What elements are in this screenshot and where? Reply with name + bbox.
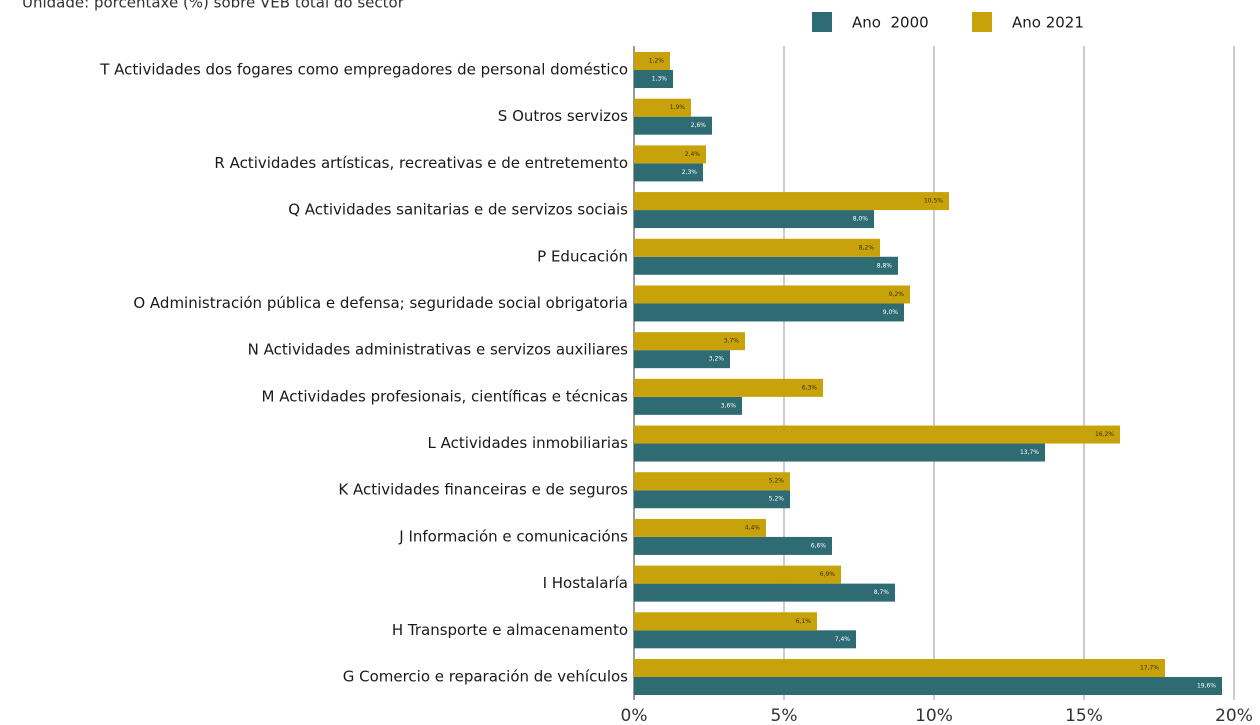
value-label: 8,7%: [874, 589, 890, 596]
value-label: 13,7%: [1020, 449, 1039, 456]
value-label: 10,5%: [924, 198, 943, 205]
value-label: 9,2%: [889, 291, 905, 298]
bar: [634, 536, 832, 555]
value-label: 7,4%: [835, 636, 851, 643]
bar: [634, 565, 841, 584]
value-label: 2,6%: [691, 122, 707, 129]
bar: [634, 332, 745, 351]
bar: [634, 443, 1045, 462]
bar: [634, 116, 712, 135]
x-tick-label: 10%: [915, 706, 953, 725]
bar: [634, 285, 910, 304]
value-label: 3,6%: [721, 402, 737, 409]
bar: [634, 98, 691, 117]
bar: [634, 145, 706, 164]
legend-swatch: [812, 12, 832, 32]
value-label: 1,9%: [670, 104, 686, 111]
value-label: 2,4%: [685, 151, 701, 158]
value-label: 6,9%: [820, 571, 836, 578]
y-tick-label: J Información e comunicacións: [398, 527, 628, 545]
value-label: 17,7%: [1140, 665, 1159, 672]
value-label: 1,3%: [652, 76, 668, 83]
bar: [634, 378, 823, 397]
value-label: 5,2%: [769, 496, 785, 503]
x-tick-label: 0%: [621, 706, 648, 725]
value-label: 8,0%: [853, 216, 869, 223]
value-label: 3,2%: [709, 356, 725, 363]
value-label: 8,8%: [877, 262, 893, 269]
y-tick-label: T Actividades dos fogares como empregado…: [99, 61, 628, 79]
y-tick-label: L Actividades inmobiliarias: [427, 434, 628, 452]
x-tick-label: 20%: [1215, 706, 1253, 725]
value-label: 19,6%: [1197, 683, 1216, 690]
legend-swatch: [972, 12, 992, 32]
y-tick-label: N Actividades administrativas e servizos…: [248, 341, 629, 359]
bar: [634, 583, 895, 602]
bar: [634, 163, 703, 182]
y-tick-label: Q Actividades sanitarias e de servizos s…: [288, 201, 628, 219]
bar: [634, 238, 880, 257]
y-tick-label: O Administración pública e defensa; segu…: [133, 294, 628, 312]
bar: [634, 70, 673, 88]
bar: [634, 192, 949, 211]
bar: [634, 425, 1120, 444]
bar: [634, 210, 874, 229]
legend-label: Ano 2000: [852, 14, 929, 32]
bar: [634, 677, 1222, 695]
bar: [634, 256, 898, 275]
y-tick-label: G Comercio e reparación de vehículos: [343, 668, 628, 686]
y-tick-label: I Hostalaría: [543, 574, 628, 592]
bar: [634, 612, 817, 631]
value-label: 9,0%: [883, 309, 899, 316]
value-label: 8,2%: [859, 244, 875, 251]
bar: [634, 52, 670, 70]
legend-label: Ano 2021: [1012, 14, 1084, 32]
bar: [634, 490, 790, 509]
value-label: 3,7%: [724, 338, 740, 345]
x-tick-label: 5%: [771, 706, 798, 725]
value-label: 6,3%: [802, 384, 818, 391]
value-label: 1,2%: [649, 58, 665, 65]
bar: [634, 518, 766, 537]
y-tick-label: K Actividades financeiras e de seguros: [338, 481, 628, 499]
y-tick-label: M Actividades profesionais, científicas …: [262, 387, 629, 405]
bar: [634, 659, 1165, 677]
value-label: 2,3%: [682, 169, 698, 176]
x-tick-label: 15%: [1065, 706, 1103, 725]
value-label: 6,1%: [796, 618, 812, 625]
value-label: 5,2%: [769, 478, 785, 485]
bar: [634, 303, 904, 322]
bar: [634, 630, 856, 649]
y-tick-label: H Transporte e almacenamento: [392, 621, 628, 639]
bar: [634, 396, 742, 415]
y-tick-label: P Educación: [537, 247, 628, 265]
y-tick-label: S Outros servizos: [498, 107, 628, 125]
bar: [634, 472, 790, 491]
value-label: 16,2%: [1095, 431, 1114, 438]
value-label: 4,4%: [745, 524, 761, 531]
chart-subtitle: Unidade: porcentaxe (%) sobre VEB total …: [22, 0, 405, 12]
y-tick-label: R Actividades artísticas, recreativas e …: [214, 154, 628, 172]
bar: [634, 350, 730, 369]
value-label: 6,6%: [811, 542, 827, 549]
